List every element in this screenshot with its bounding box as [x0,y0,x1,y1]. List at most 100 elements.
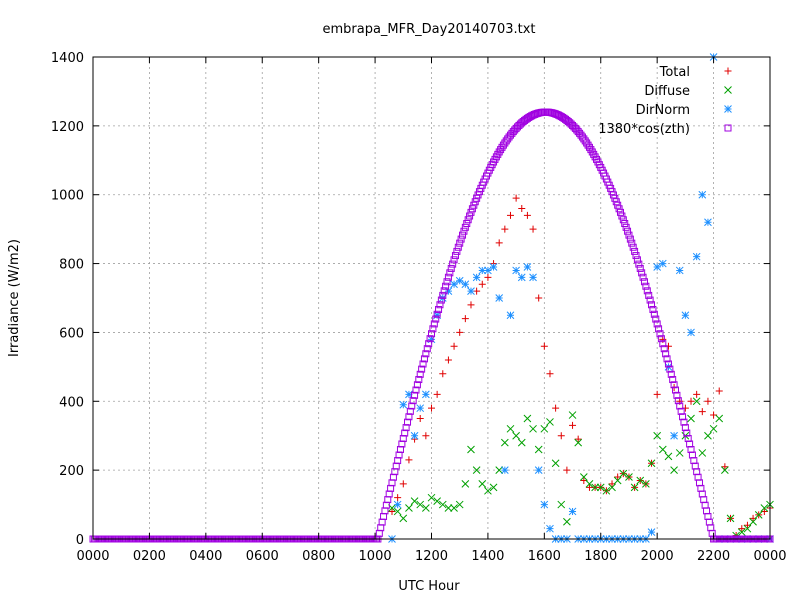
cos-zth-point [640,278,648,286]
cos-zth-point [636,264,644,272]
data-point [450,504,458,512]
data-point [704,218,712,227]
data-point [455,500,464,509]
cos-zth-point [674,397,682,405]
cos-zth-point [673,391,681,399]
x-tick-label: 0000 [76,549,109,564]
cos-zth-point [456,239,464,247]
data-point [512,266,520,275]
cos-zth-point [622,223,630,231]
data-point [500,466,509,474]
data-point [658,259,667,268]
x-axis-label: UTC Hour [398,579,460,594]
cos-zth-point [433,310,441,318]
data-point [512,194,520,202]
data-point [427,493,436,502]
cos-zth-point [667,370,675,378]
data-point [438,500,447,509]
cos-zth-point [454,243,462,251]
cos-zth-point [666,365,674,373]
legend-marker [724,124,732,132]
cos-zth-point [408,402,416,410]
cos-zth-point [649,305,657,313]
cos-zth-point [618,212,626,220]
data-point [738,525,746,533]
data-point [405,504,413,512]
data-point [455,276,464,285]
data-point [760,504,769,512]
data-point [630,483,639,492]
data-point [393,507,402,516]
data-point [433,311,441,320]
cos-zth-point [423,345,431,353]
cos-zth-point [409,397,417,405]
cos-zth-point [405,413,413,421]
data-point [399,514,408,523]
x-tick-label: 0000 [753,549,786,564]
data-point [737,528,746,536]
data-point [557,432,565,440]
cos-zth-point [439,291,447,299]
x-tick-label: 0600 [246,549,279,564]
y-axis-label: Irradiance (W/m2) [7,239,22,357]
x-tick-label: 2000 [641,549,674,564]
y-tick-label: 1200 [51,120,84,135]
cos-zth-point [701,501,709,509]
data-point [512,431,520,440]
cos-zth-point [381,507,389,515]
cos-zth-point [621,220,629,228]
data-point [568,411,577,419]
cos-zth-point [377,524,385,532]
data-point [721,463,729,471]
legend-label: DirNorm [636,103,690,118]
cos-zth-point [413,381,421,389]
data-point [569,421,577,429]
cos-zth-point [700,496,708,504]
data-point [506,211,514,219]
cos-zth-point [446,269,454,277]
cos-zth-point [704,512,712,520]
legend: Total Diffuse DirNorm 1380*cos(zth) [598,65,732,137]
cos-zth-point [467,208,475,216]
cos-zth-point [645,291,653,299]
cos-zth-point [398,440,406,448]
data-point [596,483,605,492]
data-point [467,301,475,309]
data-point [478,480,487,488]
cos-zth-point [646,296,654,304]
data-point [529,424,537,433]
data-point [461,480,470,488]
data-point [647,459,656,468]
legend-marker [724,105,732,113]
data-point [653,431,662,440]
y-tick-label: 600 [59,326,84,341]
data-point [613,476,622,485]
cos-zth-point [464,216,472,224]
data-point [428,404,435,412]
cos-zth-point [449,260,457,268]
cos-zth-point [628,239,636,247]
data-point [444,287,453,295]
data-point [478,266,487,275]
chart-title: embrapa_MFR_Day20140703.txt [322,22,535,37]
series-0 [388,194,774,540]
data-point [540,424,549,433]
data-point [529,273,537,282]
cos-zth-point [683,429,691,437]
data-point [506,424,515,433]
cos-zth-point [672,386,680,394]
series-1 [388,397,774,540]
data-point [484,273,492,281]
cos-zth-point [411,391,419,399]
x-tick-label: 1400 [471,549,504,564]
data-point [658,445,667,454]
cos-zth-point [444,273,452,281]
legend-label: Total [659,65,690,80]
data-point [433,497,441,505]
x-tick-label: 1800 [584,549,617,564]
cos-zth-point [629,243,637,251]
cos-zth-point [425,340,433,348]
data-point [642,480,650,488]
data-point [715,414,724,423]
legend-label: 1380*cos(zth) [598,122,690,137]
